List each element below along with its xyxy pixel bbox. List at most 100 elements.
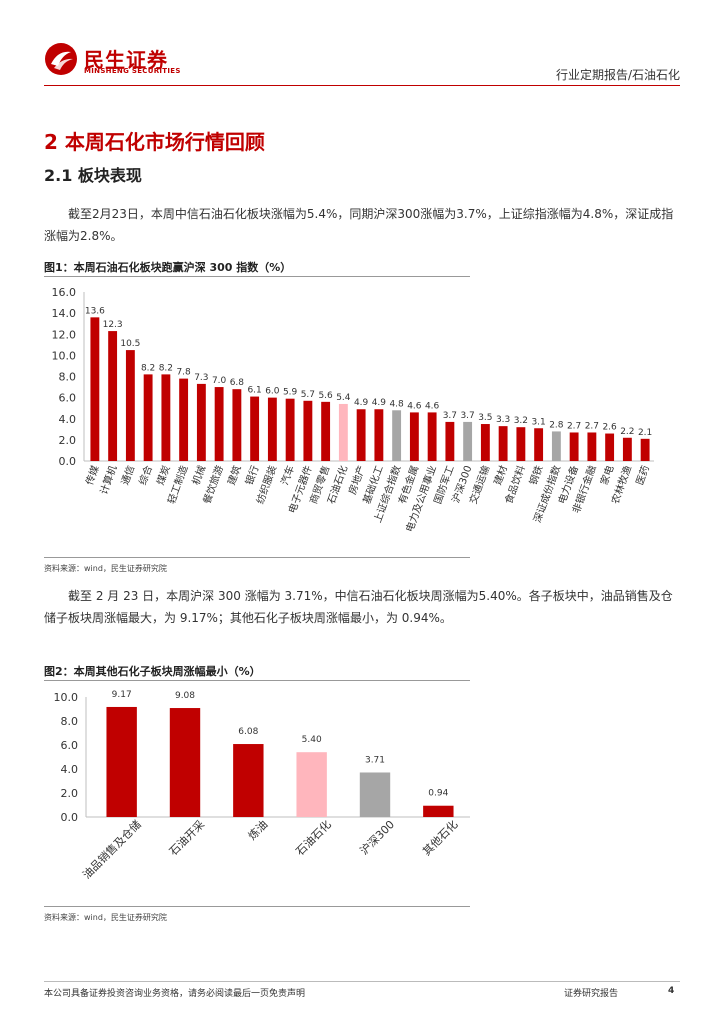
paragraph-2-text: 截至 2 月 23 日，本周沪深 300 涨幅为 3.71%，中信石油石化板块周… [44,589,673,625]
y-tick-label: 16.0 [52,286,77,299]
header-divider [44,85,680,86]
bar [498,426,508,461]
data-label: 6.0 [265,387,280,397]
bar [622,437,632,461]
data-label: 5.6 [318,391,333,401]
bar [232,389,242,461]
x-tick-label: 煤炭 [154,464,173,487]
x-tick-label: 通信 [119,464,137,487]
data-label: 3.7 [443,411,457,421]
x-tick-label: 综合 [136,464,155,487]
x-tick-label: 家电 [597,464,616,487]
section-heading: 2 本周石化市场行情回顾 [44,130,265,154]
data-label: 2.8 [549,420,564,430]
data-label: 7.0 [212,376,227,386]
data-label: 2.7 [585,421,599,431]
minsheng-logo-icon [45,43,77,75]
x-tick-label: 石油开采 [166,817,207,858]
x-tick-label: 医药 [634,464,652,487]
bar [106,706,137,817]
brand-name-cn: 民生证券 [84,48,168,72]
data-label: 5.40 [302,735,322,745]
data-label: 7.8 [176,368,191,378]
bar [445,421,455,461]
data-label: 4.9 [372,398,387,408]
paragraph-1: 截至2月23日，本周中信石油石化板块涨幅为5.4%，同期沪深300涨幅为3.7%… [44,203,680,247]
data-label: 4.6 [425,401,440,411]
bar [605,433,615,461]
bar [196,383,206,461]
data-label: 3.7 [460,411,474,421]
paragraph-2: 截至 2 月 23 日，本周沪深 300 涨幅为 3.71%，中信石油石化板块周… [44,585,680,629]
figure-1-title-rule [44,276,470,277]
figure-1-title: 图1：本周石油石化板块跑赢沪深 300 指数（%） [44,261,292,274]
data-label: 7.3 [194,373,208,383]
x-tick-label: 银行 [242,464,261,487]
x-tick-label: 沪深300 [357,817,397,857]
data-label: 4.6 [407,401,422,411]
bar [392,410,402,461]
data-label: 5.7 [301,390,315,400]
bar [321,401,331,461]
x-tick-label: 机械 [189,464,208,487]
bar [516,427,526,461]
y-tick-label: 6.0 [59,392,77,405]
x-tick-label: 传媒 [84,464,102,487]
y-tick-label: 2.0 [59,434,77,447]
bar [480,424,490,461]
y-tick-label: 14.0 [52,307,77,320]
bar [587,432,597,461]
data-label: 10.5 [120,339,140,349]
y-tick-label: 0.0 [59,455,77,468]
y-tick-label: 0.0 [61,811,79,824]
x-tick-label: 钢铁 [526,464,545,487]
bar [423,805,454,817]
data-label: 6.1 [247,386,261,396]
bar [90,317,100,461]
data-label: 2.7 [567,421,581,431]
page-number: 4 [668,986,675,996]
bar [356,409,366,461]
bar [338,403,348,461]
y-tick-label: 4.0 [61,763,79,776]
data-label: 2.6 [602,423,617,433]
data-label: 3.2 [514,416,528,426]
data-label: 4.8 [389,399,404,409]
bar [267,397,277,461]
data-label: 9.08 [175,691,195,701]
x-tick-label: 石油石化 [293,817,334,858]
x-tick-label: 建材 [491,464,510,487]
bar [285,398,295,461]
y-tick-label: 4.0 [59,413,77,426]
bar [143,374,153,461]
y-tick-label: 8.0 [61,715,79,728]
data-label: 12.3 [103,320,123,330]
figure-2-title-rule [44,680,470,681]
bar [169,708,201,817]
bar [233,744,264,817]
data-label: 8.2 [159,363,173,373]
y-tick-label: 8.0 [59,371,77,384]
x-tick-label: 油品销售及仓储 [79,817,143,881]
bar [569,432,579,461]
bar [125,350,135,461]
figure-2-bottom-rule [44,906,470,907]
data-label: 3.5 [478,413,492,423]
bar [551,431,561,461]
footer-divider [44,981,680,982]
footer-disclaimer: 本公司具备证券投资咨询业务资格，请务必阅读最后一页免责声明 [44,989,306,999]
data-label: 13.6 [85,306,105,316]
data-label: 6.08 [238,727,258,737]
data-label: 5.4 [336,393,351,403]
footer-doc-type: 证券研究报告 [564,989,619,999]
bar [303,400,313,461]
x-tick-label: 其他石化 [419,817,460,858]
y-tick-label: 6.0 [61,739,79,752]
figure-1-bottom-rule [44,557,470,558]
data-label: 3.1 [531,417,545,427]
x-tick-label: 汽车 [278,464,297,487]
data-label: 3.3 [496,415,510,425]
y-tick-label: 10.0 [52,349,77,362]
data-label: 0.94 [428,789,448,799]
bar [427,412,437,461]
